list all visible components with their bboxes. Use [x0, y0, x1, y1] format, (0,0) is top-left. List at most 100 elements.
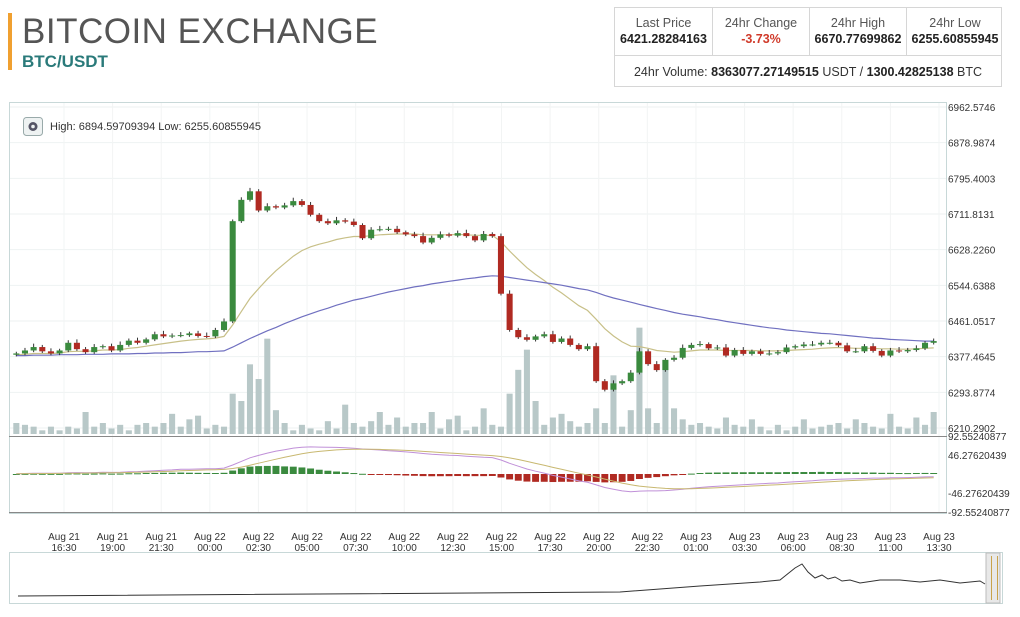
- navigator-handle[interactable]: [985, 552, 1001, 604]
- candle-body[interactable]: [238, 199, 245, 222]
- candle-body[interactable]: [627, 372, 634, 382]
- candle-body[interactable]: [619, 381, 626, 384]
- candle-body[interactable]: [47, 351, 54, 354]
- candle-body[interactable]: [636, 351, 643, 373]
- candle-body[interactable]: [446, 234, 453, 236]
- candle-body[interactable]: [913, 348, 920, 351]
- candle-body[interactable]: [610, 383, 617, 390]
- candlesticks[interactable]: [13, 187, 937, 392]
- candle-body[interactable]: [904, 350, 911, 352]
- candle-body[interactable]: [290, 201, 297, 206]
- candle-body[interactable]: [212, 329, 219, 337]
- candle-body[interactable]: [385, 228, 392, 230]
- candle-body[interactable]: [13, 353, 20, 355]
- candle-body[interactable]: [705, 344, 712, 349]
- candle-body[interactable]: [662, 359, 669, 371]
- candle-body[interactable]: [541, 334, 548, 337]
- candle-body[interactable]: [368, 229, 375, 239]
- candle-body[interactable]: [324, 221, 331, 224]
- candle-body[interactable]: [411, 234, 418, 237]
- candle-body[interactable]: [497, 236, 504, 294]
- candle-body[interactable]: [333, 220, 340, 224]
- candle-body[interactable]: [298, 201, 305, 205]
- candle-body[interactable]: [307, 204, 314, 215]
- candle-body[interactable]: [523, 337, 530, 340]
- candle-body[interactable]: [532, 336, 539, 340]
- candle-body[interactable]: [930, 341, 937, 343]
- candle-body[interactable]: [143, 339, 150, 343]
- candle-body[interactable]: [420, 236, 427, 243]
- candle-body[interactable]: [921, 342, 929, 349]
- candle-body[interactable]: [878, 350, 885, 356]
- candle-body[interactable]: [818, 342, 825, 345]
- candle-body[interactable]: [870, 346, 877, 351]
- candle-body[interactable]: [471, 236, 479, 241]
- candle-body[interactable]: [195, 333, 202, 336]
- candle-body[interactable]: [549, 334, 556, 342]
- candle-body[interactable]: [108, 346, 115, 351]
- candle-body[interactable]: [515, 329, 522, 338]
- candle-body[interactable]: [645, 351, 652, 365]
- candle-body[interactable]: [567, 338, 574, 345]
- candle-body[interactable]: [203, 335, 210, 337]
- candle-body[interactable]: [220, 321, 228, 330]
- candle-body[interactable]: [714, 347, 721, 349]
- candle-body[interactable]: [896, 350, 903, 352]
- candle-body[interactable]: [800, 344, 807, 347]
- candle-body[interactable]: [688, 344, 695, 348]
- candle-body[interactable]: [402, 232, 409, 235]
- candle-body[interactable]: [558, 338, 565, 342]
- candle-body[interactable]: [593, 346, 600, 382]
- candle-body[interactable]: [696, 344, 704, 346]
- candle-body[interactable]: [852, 351, 859, 353]
- candle-body[interactable]: [861, 346, 868, 352]
- candle-body[interactable]: [177, 335, 184, 337]
- candle-body[interactable]: [39, 347, 46, 352]
- candle-body[interactable]: [229, 221, 236, 322]
- candle-body[interactable]: [748, 351, 755, 354]
- candle-body[interactable]: [653, 364, 660, 371]
- candle-body[interactable]: [394, 228, 401, 233]
- candle-body[interactable]: [316, 214, 323, 222]
- candle-body[interactable]: [774, 352, 781, 354]
- candle-body[interactable]: [783, 347, 790, 353]
- candle-body[interactable]: [56, 350, 63, 354]
- candle-body[interactable]: [671, 357, 678, 360]
- candle-body[interactable]: [117, 344, 124, 351]
- candle-body[interactable]: [255, 191, 262, 211]
- candle-body[interactable]: [792, 346, 799, 348]
- candle-body[interactable]: [281, 205, 288, 208]
- candle-body[interactable]: [246, 191, 254, 200]
- candle-body[interactable]: [134, 340, 141, 343]
- candle-body[interactable]: [160, 334, 167, 337]
- candle-body[interactable]: [428, 237, 435, 243]
- candle-body[interactable]: [350, 221, 357, 226]
- candle-body[interactable]: [731, 350, 738, 356]
- candle-body[interactable]: [272, 206, 279, 208]
- candle-body[interactable]: [169, 335, 176, 337]
- candle-body[interactable]: [722, 347, 730, 356]
- candle-body[interactable]: [766, 353, 773, 355]
- settings-button[interactable]: [23, 117, 43, 136]
- candle-body[interactable]: [826, 342, 833, 344]
- candle-body[interactable]: [835, 342, 842, 346]
- candle-body[interactable]: [679, 347, 686, 358]
- candle-body[interactable]: [584, 346, 591, 350]
- candle-body[interactable]: [30, 347, 37, 351]
- candle-body[interactable]: [342, 220, 349, 222]
- candle-body[interactable]: [186, 333, 193, 336]
- candle-body[interactable]: [887, 350, 894, 356]
- candle-body[interactable]: [125, 340, 132, 345]
- candle-body[interactable]: [480, 233, 487, 241]
- candle-body[interactable]: [463, 233, 470, 237]
- candle-body[interactable]: [506, 293, 513, 330]
- candle-body[interactable]: [82, 349, 89, 353]
- candle-body[interactable]: [601, 381, 608, 390]
- candle-body[interactable]: [73, 342, 80, 350]
- candle-body[interactable]: [437, 234, 444, 238]
- candle-body[interactable]: [151, 334, 158, 340]
- candle-body[interactable]: [359, 225, 366, 239]
- candle-body[interactable]: [740, 350, 747, 354]
- navigator[interactable]: [9, 552, 1003, 604]
